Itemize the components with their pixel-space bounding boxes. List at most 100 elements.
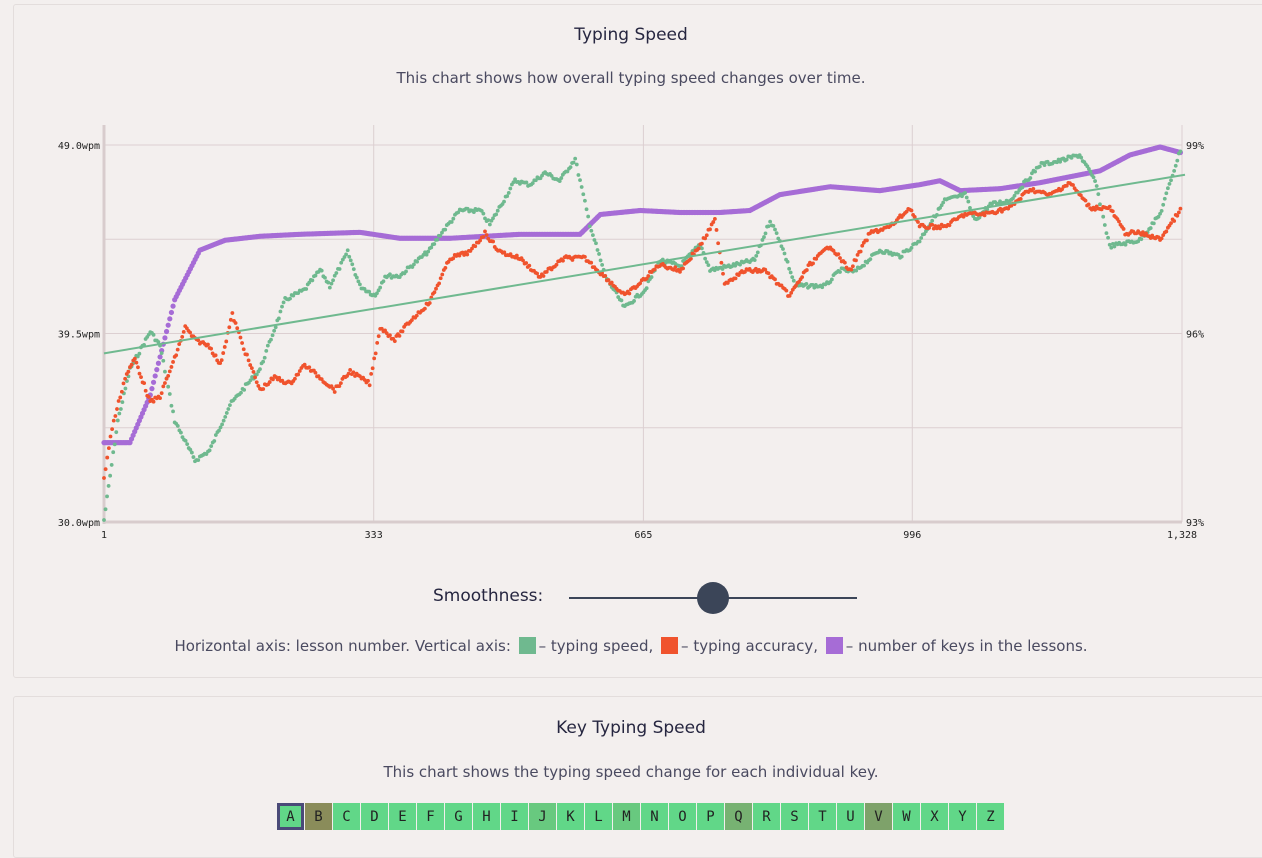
speed-dot: [424, 252, 429, 257]
accuracy-dot: [241, 347, 246, 352]
speed-dot: [327, 285, 332, 290]
key-button-f[interactable]: F: [417, 803, 444, 830]
accuracy-dot: [854, 258, 858, 263]
speed-dot: [226, 407, 231, 411]
key-button-x[interactable]: X: [921, 803, 948, 830]
accuracy-dot: [855, 252, 860, 257]
speed-dot: [438, 234, 443, 238]
y-right-tick-label: 96%: [1186, 330, 1204, 341]
key-button-w[interactable]: W: [893, 803, 920, 830]
key-button-u[interactable]: U: [837, 803, 864, 830]
accuracy-dot: [1083, 198, 1088, 203]
key-button-e[interactable]: E: [389, 803, 416, 830]
key-button-k[interactable]: K: [557, 803, 584, 830]
accuracy-dot: [267, 380, 272, 384]
accuracy-dot: [603, 273, 608, 278]
accuracy-dot: [491, 239, 496, 244]
accuracy-dot: [180, 334, 185, 339]
speed-dot: [771, 224, 776, 228]
accuracy-dot: [850, 264, 855, 269]
accuracy-dot: [589, 260, 594, 265]
accuracy-dot: [293, 376, 297, 381]
speed-dot: [632, 299, 636, 303]
accuracy-dot: [763, 267, 768, 272]
speed-dot: [449, 220, 454, 224]
accuracy-dot: [113, 414, 118, 418]
speed-dot: [1028, 176, 1033, 180]
accuracy-dot: [256, 384, 261, 388]
accuracy-dot: [397, 333, 402, 338]
speed-dot: [754, 253, 759, 258]
keys-dot: [167, 316, 173, 322]
keys-dot: [163, 328, 170, 335]
accuracy-dot: [254, 380, 259, 385]
key-button-t[interactable]: T: [809, 803, 836, 830]
accuracy-dot: [427, 301, 432, 305]
key-button-b[interactable]: B: [305, 803, 332, 830]
speed-dot: [565, 169, 570, 174]
speed-dot: [574, 162, 579, 167]
speed-dot: [762, 235, 766, 239]
accuracy-dot: [227, 325, 232, 330]
accuracy-dot: [831, 248, 836, 253]
speed-dot: [704, 260, 709, 264]
key-button-d[interactable]: D: [361, 803, 388, 830]
accuracy-dot: [916, 220, 920, 224]
key-button-h[interactable]: H: [473, 803, 500, 830]
accuracy-dot: [627, 291, 632, 296]
accuracy-dot: [375, 340, 380, 345]
accuracy-dot: [1175, 213, 1180, 218]
speed-dot: [1094, 184, 1099, 188]
speed-dot: [1178, 149, 1183, 154]
key-button-a[interactable]: A: [277, 803, 304, 830]
speed-dot: [868, 257, 873, 262]
accuracy-dot: [118, 395, 123, 400]
speed-dot: [429, 245, 434, 250]
smoothness-slider-handle[interactable]: [697, 582, 729, 614]
speed-dot: [288, 296, 292, 301]
speed-dot: [310, 278, 315, 283]
key-button-n[interactable]: N: [641, 803, 668, 830]
speed-dot: [579, 185, 584, 189]
accuracy-dot: [716, 241, 721, 246]
accuracy-dot: [838, 256, 842, 260]
accuracy-dot: [251, 369, 256, 374]
y-left-tick-label: 39.5wpm: [58, 330, 100, 341]
key-button-j[interactable]: J: [529, 803, 556, 830]
speed-dot: [376, 288, 381, 293]
key-button-s[interactable]: S: [781, 803, 808, 830]
key-button-z[interactable]: Z: [977, 803, 1004, 830]
speed-dot: [820, 285, 825, 290]
speed-dot: [123, 386, 128, 391]
accuracy-dot: [174, 353, 179, 358]
speed-dot: [810, 282, 815, 287]
key-button-q[interactable]: Q: [725, 803, 752, 830]
key-chart-subtitle: This chart shows the typing speed change…: [383, 763, 879, 781]
accuracy-dot: [451, 256, 456, 261]
accuracy-dot: [161, 384, 166, 389]
speed-dot: [649, 275, 654, 279]
speed-dot: [568, 165, 573, 170]
speed-dot: [254, 372, 259, 377]
accuracy-dot: [699, 241, 704, 246]
key-button-p[interactable]: P: [697, 803, 724, 830]
accuracy-dot: [1117, 219, 1121, 224]
key-button-i[interactable]: I: [501, 803, 528, 830]
accuracy-dot: [800, 275, 805, 280]
accuracy-dot: [1172, 219, 1177, 223]
key-button-l[interactable]: L: [585, 803, 612, 830]
key-button-v[interactable]: V: [865, 803, 892, 830]
key-button-o[interactable]: O: [669, 803, 696, 830]
key-button-c[interactable]: C: [333, 803, 360, 830]
keys-dot: [154, 367, 160, 373]
accuracy-dot: [166, 373, 171, 378]
x-tick-label: 996: [903, 530, 921, 541]
key-button-y[interactable]: Y: [949, 803, 976, 830]
speed-dot: [223, 415, 228, 419]
accuracy-dot: [116, 399, 121, 403]
accuracy-dot: [521, 258, 525, 263]
key-button-r[interactable]: R: [753, 803, 780, 830]
key-button-m[interactable]: M: [613, 803, 640, 830]
accuracy-dot: [313, 370, 318, 375]
key-button-g[interactable]: G: [445, 803, 472, 830]
